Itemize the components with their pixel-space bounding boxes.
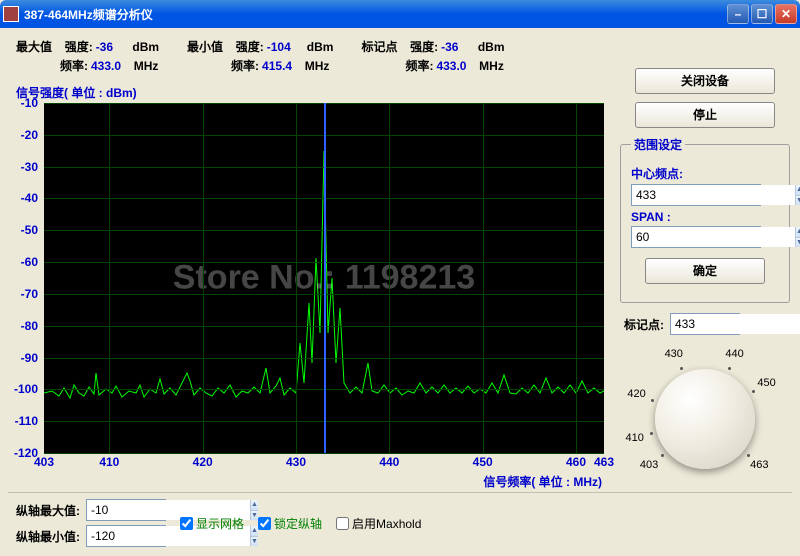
max-label: 最大值 (16, 38, 52, 55)
ymax-spinner[interactable]: ▲▼ (86, 499, 166, 521)
tuning-dial[interactable]: 403410420430440450463 (625, 339, 785, 499)
center-freq-label: 中心频点: (631, 165, 779, 182)
maxhold-checkbox[interactable]: 启用Maxhold (336, 515, 421, 532)
down-icon[interactable]: ▼ (250, 511, 258, 521)
range-fieldset: 范围设定 中心频点: ▲▼ SPAN : ▲▼ 确定 (620, 136, 790, 303)
down-icon[interactable]: ▼ (795, 196, 800, 206)
center-freq-input[interactable] (632, 185, 795, 205)
up-icon[interactable]: ▲ (795, 185, 800, 196)
app-icon (3, 6, 19, 22)
dial-knob[interactable] (655, 369, 755, 469)
down-icon[interactable]: ▼ (250, 537, 258, 547)
range-legend: 范围设定 (631, 136, 685, 153)
marker-label: 标记点 (361, 38, 397, 55)
stop-button[interactable]: 停止 (635, 102, 775, 128)
x-axis: 403410420430440450460463 (44, 453, 604, 471)
down-icon[interactable]: ▼ (795, 238, 800, 248)
marker-input[interactable] (671, 314, 800, 334)
bottom-controls: 纵轴最大值:▲▼ 纵轴最小值:▲▼ 显示网格 锁定纵轴 启用Maxhold (8, 492, 792, 553)
min-label: 最小值 (187, 38, 223, 55)
y-axis: -10-20-30-40-50-60-70-80-90-100-110-120 (8, 103, 42, 453)
min-freq: 415.4 (262, 59, 292, 73)
up-icon[interactable]: ▲ (250, 500, 258, 511)
marker-point-label: 标记点: (624, 316, 664, 333)
marker-freq: 433.0 (436, 59, 466, 73)
close-device-button[interactable]: 关闭设备 (635, 68, 775, 94)
show-grid-checkbox[interactable]: 显示网格 (180, 515, 244, 532)
marker-intensity: -36 (441, 40, 458, 54)
ymin-label: 纵轴最小值: (16, 528, 80, 545)
confirm-button[interactable]: 确定 (645, 258, 765, 284)
lock-y-checkbox[interactable]: 锁定纵轴 (258, 515, 322, 532)
maximize-button[interactable]: ☐ (751, 4, 773, 24)
center-freq-spinner[interactable]: ▲▼ (631, 184, 761, 206)
span-input[interactable] (632, 227, 795, 247)
max-intensity: -36 (96, 40, 113, 54)
ymin-spinner[interactable]: ▲▼ (86, 525, 166, 547)
span-label: SPAN : (631, 210, 779, 224)
close-button[interactable]: ✕ (775, 4, 797, 24)
max-freq: 433.0 (91, 59, 121, 73)
window-title: 387-464MHz频谱分析仪 (24, 6, 725, 23)
min-intensity: -104 (267, 40, 291, 54)
up-icon[interactable]: ▲ (250, 526, 258, 537)
up-icon[interactable]: ▲ (795, 227, 800, 238)
minimize-button[interactable]: – (727, 4, 749, 24)
spectrum-plot[interactable]: Store No.: 1198213 (44, 103, 604, 453)
marker-spinner[interactable]: ▲▼ (670, 313, 740, 335)
title-bar: 387-464MHz频谱分析仪 – ☐ ✕ (0, 0, 800, 28)
ymax-label: 纵轴最大值: (16, 502, 80, 519)
right-panel: 关闭设备 停止 范围设定 中心频点: ▲▼ SPAN : ▲▼ 确定 标记点: ▲… (620, 68, 790, 499)
span-spinner[interactable]: ▲▼ (631, 226, 761, 248)
